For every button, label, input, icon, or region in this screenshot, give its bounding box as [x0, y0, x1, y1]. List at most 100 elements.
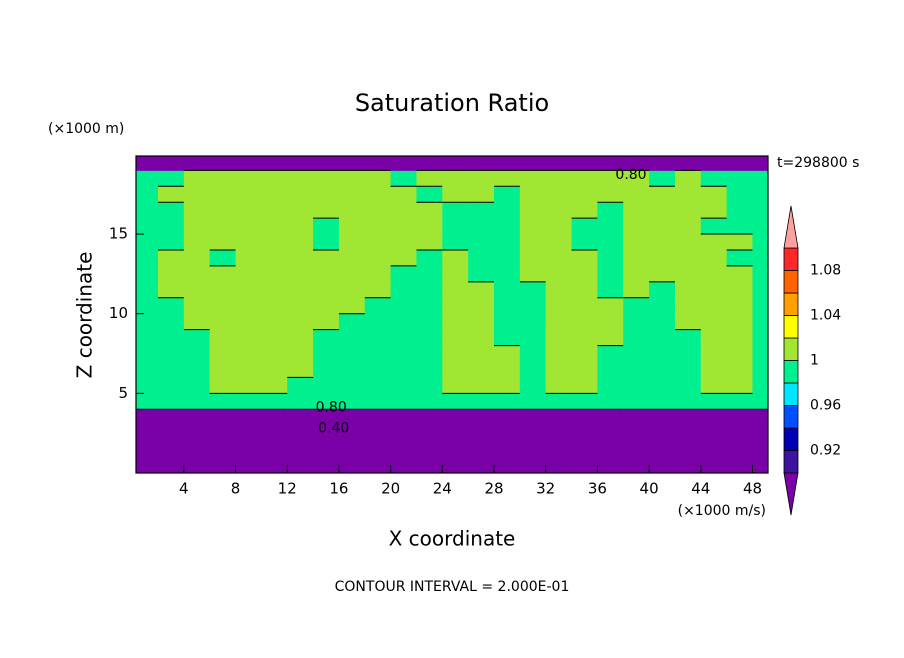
- field-cell: [390, 186, 417, 203]
- field-cell: [571, 393, 598, 410]
- field-cell: [674, 441, 702, 458]
- field-cell: [157, 441, 185, 458]
- field-cell: [623, 202, 650, 219]
- field-cell: [649, 441, 676, 458]
- field-cell: [313, 441, 340, 458]
- field-cell: [338, 186, 366, 203]
- field-cell: [726, 265, 753, 283]
- field-cell: [623, 249, 650, 267]
- field-cell: [209, 170, 237, 187]
- field-cell: [674, 234, 702, 251]
- field-cell: [313, 186, 340, 203]
- x-tick-label: 8: [231, 480, 241, 498]
- field-cell: [442, 329, 469, 347]
- y-tick-label: 5: [118, 384, 128, 402]
- field-cell: [597, 281, 624, 299]
- field-cell: [623, 393, 650, 410]
- field-cell: [494, 425, 521, 442]
- field-cell: [157, 345, 185, 362]
- field-cell: [261, 457, 288, 473]
- field-cell: [313, 313, 340, 331]
- field-cell: [390, 218, 417, 235]
- field-cell: [390, 249, 417, 267]
- field-cell: [261, 234, 288, 251]
- field-cell: [390, 170, 417, 187]
- field-cell: [545, 281, 573, 299]
- field-cell: [726, 409, 753, 426]
- field-cell: [519, 156, 547, 171]
- field-cell: [468, 156, 495, 171]
- field-cell: [157, 329, 185, 347]
- field-cell: [235, 186, 262, 203]
- field-cell: [183, 297, 211, 315]
- field-cell: [700, 202, 728, 219]
- field-cell: [571, 218, 598, 235]
- colorbar-bin: [783, 427, 799, 451]
- field-cell: [597, 265, 624, 283]
- colorbar-under: [783, 472, 799, 516]
- field-cell: [494, 361, 521, 378]
- field-cell: [261, 345, 288, 362]
- field-cell: [235, 441, 262, 458]
- field-cell: [338, 393, 366, 410]
- field-cell: [261, 425, 288, 442]
- field-cell: [494, 377, 521, 394]
- field-cell: [209, 441, 237, 458]
- field-cell: [571, 313, 598, 331]
- field-cell: [674, 170, 702, 187]
- field-cell: [390, 377, 417, 394]
- x-tick-label: 28: [484, 480, 503, 498]
- field-cell: [364, 170, 392, 187]
- x-tick-label: 12: [278, 480, 297, 498]
- x-tick-label: 20: [381, 480, 400, 498]
- field-cell: [287, 156, 314, 171]
- field-cell: [261, 265, 288, 283]
- field-cell: [136, 265, 159, 283]
- field-cell: [571, 425, 598, 442]
- field-cell: [726, 457, 753, 473]
- field-cell: [235, 234, 262, 251]
- field-cell: [235, 265, 262, 283]
- field-cell: [287, 186, 314, 203]
- field-cell: [416, 218, 443, 235]
- field-cell: [519, 265, 547, 283]
- field-cell: [494, 249, 521, 267]
- field-cell: [390, 345, 417, 362]
- field-cell: [338, 345, 366, 362]
- field-cell: [183, 202, 211, 219]
- field-cell: [287, 249, 314, 267]
- field-cell: [674, 409, 702, 426]
- field-cell: [313, 297, 340, 315]
- field-cell: [752, 457, 768, 473]
- field-cell: [261, 297, 288, 315]
- field-cell: [674, 218, 702, 235]
- field-cell: [623, 441, 650, 458]
- field-cell: [545, 377, 573, 394]
- field-cell: [157, 186, 185, 203]
- field-cell: [157, 156, 185, 171]
- field-cell: [494, 441, 521, 458]
- x-tick-label: 24: [433, 480, 452, 498]
- field-cell: [752, 345, 768, 362]
- field-cell: [700, 313, 728, 331]
- field-cell: [519, 409, 547, 426]
- field-cell: [649, 202, 676, 219]
- field-cell: [364, 218, 392, 235]
- field-cell: [545, 202, 573, 219]
- field-cell: [157, 425, 185, 442]
- field-cell: [700, 297, 728, 315]
- field-cell: [726, 202, 753, 219]
- colorbar-bin: [783, 292, 799, 316]
- field-cell: [674, 297, 702, 315]
- field-cell: [726, 425, 753, 442]
- y-tick-label: 15: [109, 225, 128, 243]
- field-cell: [726, 345, 753, 362]
- field-cell: [519, 186, 547, 203]
- colorbar-bin: [783, 360, 799, 384]
- field-cell: [649, 393, 676, 410]
- field-cell: [674, 345, 702, 362]
- field-cell: [136, 218, 159, 235]
- field-cell: [468, 441, 495, 458]
- field-cell: [136, 393, 159, 410]
- field-cell: [623, 313, 650, 331]
